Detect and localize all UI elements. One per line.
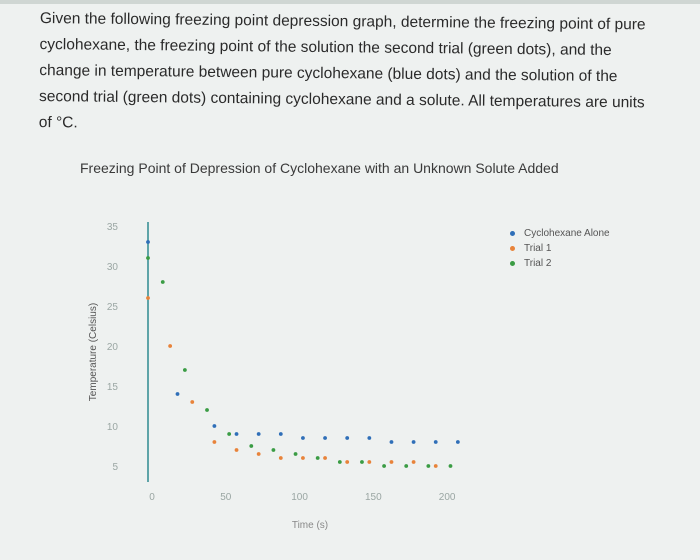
data-point [249, 444, 254, 448]
legend-item-trial-1: Trial 1 [510, 241, 610, 256]
data-point [345, 436, 350, 440]
x-tick-label: 0 [149, 492, 155, 503]
data-point [271, 448, 276, 452]
legend-label: Trial 1 [524, 243, 552, 254]
data-point [146, 256, 150, 260]
chart-legend: Cyclohexane Alone Trial 1 Trial 2 [510, 226, 610, 271]
legend-item-trial-2: Trial 2 [510, 256, 610, 271]
data-point [345, 460, 350, 464]
x-tick-label: 50 [220, 492, 232, 503]
data-point [367, 436, 372, 440]
data-point [360, 460, 364, 464]
x-tick-label: 150 [365, 492, 382, 503]
data-point [301, 436, 305, 440]
data-point [182, 368, 187, 372]
legend-label: Trial 2 [524, 258, 552, 269]
data-point [168, 344, 173, 348]
data-point [146, 296, 150, 300]
chart-ticks: 5 10 15 20 25 30 35 0 50 100 150 200 [107, 222, 456, 503]
x-tick-label: 100 [291, 492, 308, 503]
data-point [234, 448, 239, 452]
y-tick-label: 10 [107, 422, 119, 433]
legend-marker-green [510, 261, 515, 266]
data-point [256, 432, 261, 436]
data-point [404, 464, 409, 468]
x-axis-label: Time (s) [292, 520, 328, 531]
data-point [433, 464, 438, 468]
data-point [426, 464, 431, 468]
y-tick-label: 15 [107, 382, 119, 393]
data-point [146, 240, 150, 244]
data-point [160, 280, 165, 284]
data-point [323, 436, 327, 440]
data-point [448, 464, 453, 468]
chart-points [146, 240, 460, 468]
data-point [382, 464, 386, 468]
data-point [323, 456, 327, 460]
data-point [256, 452, 261, 456]
legend-marker-orange [510, 246, 515, 251]
data-point [205, 408, 209, 412]
chart-title: Freezing Point of Depression of Cyclohex… [80, 160, 559, 176]
y-tick-label: 25 [107, 302, 119, 313]
legend-marker-blue [510, 231, 515, 236]
data-point [278, 456, 283, 460]
data-point [389, 460, 394, 464]
y-tick-label: 35 [107, 222, 119, 233]
data-point [315, 456, 320, 460]
data-point [190, 400, 195, 404]
data-point [337, 460, 342, 464]
data-point [278, 432, 283, 436]
data-point [455, 440, 460, 444]
data-point [212, 424, 217, 428]
data-point [227, 432, 232, 436]
data-point [411, 460, 416, 464]
data-point [293, 452, 298, 456]
data-point [212, 440, 217, 444]
top-border [0, 0, 700, 4]
y-axis-label: Temperature (Celsius) [88, 303, 99, 401]
y-tick-label: 5 [112, 462, 118, 473]
y-tick-label: 20 [107, 342, 119, 353]
y-tick-label: 30 [107, 262, 119, 273]
data-point [301, 456, 305, 460]
data-point [234, 432, 239, 436]
data-point [411, 440, 416, 444]
data-point [175, 392, 180, 396]
legend-label: Cyclohexane Alone [524, 228, 610, 239]
data-point [367, 460, 372, 464]
legend-item-cyclohexane: Cyclohexane Alone [510, 226, 610, 241]
x-tick-label: 200 [439, 492, 456, 503]
data-point [433, 440, 438, 444]
data-point [389, 440, 394, 444]
